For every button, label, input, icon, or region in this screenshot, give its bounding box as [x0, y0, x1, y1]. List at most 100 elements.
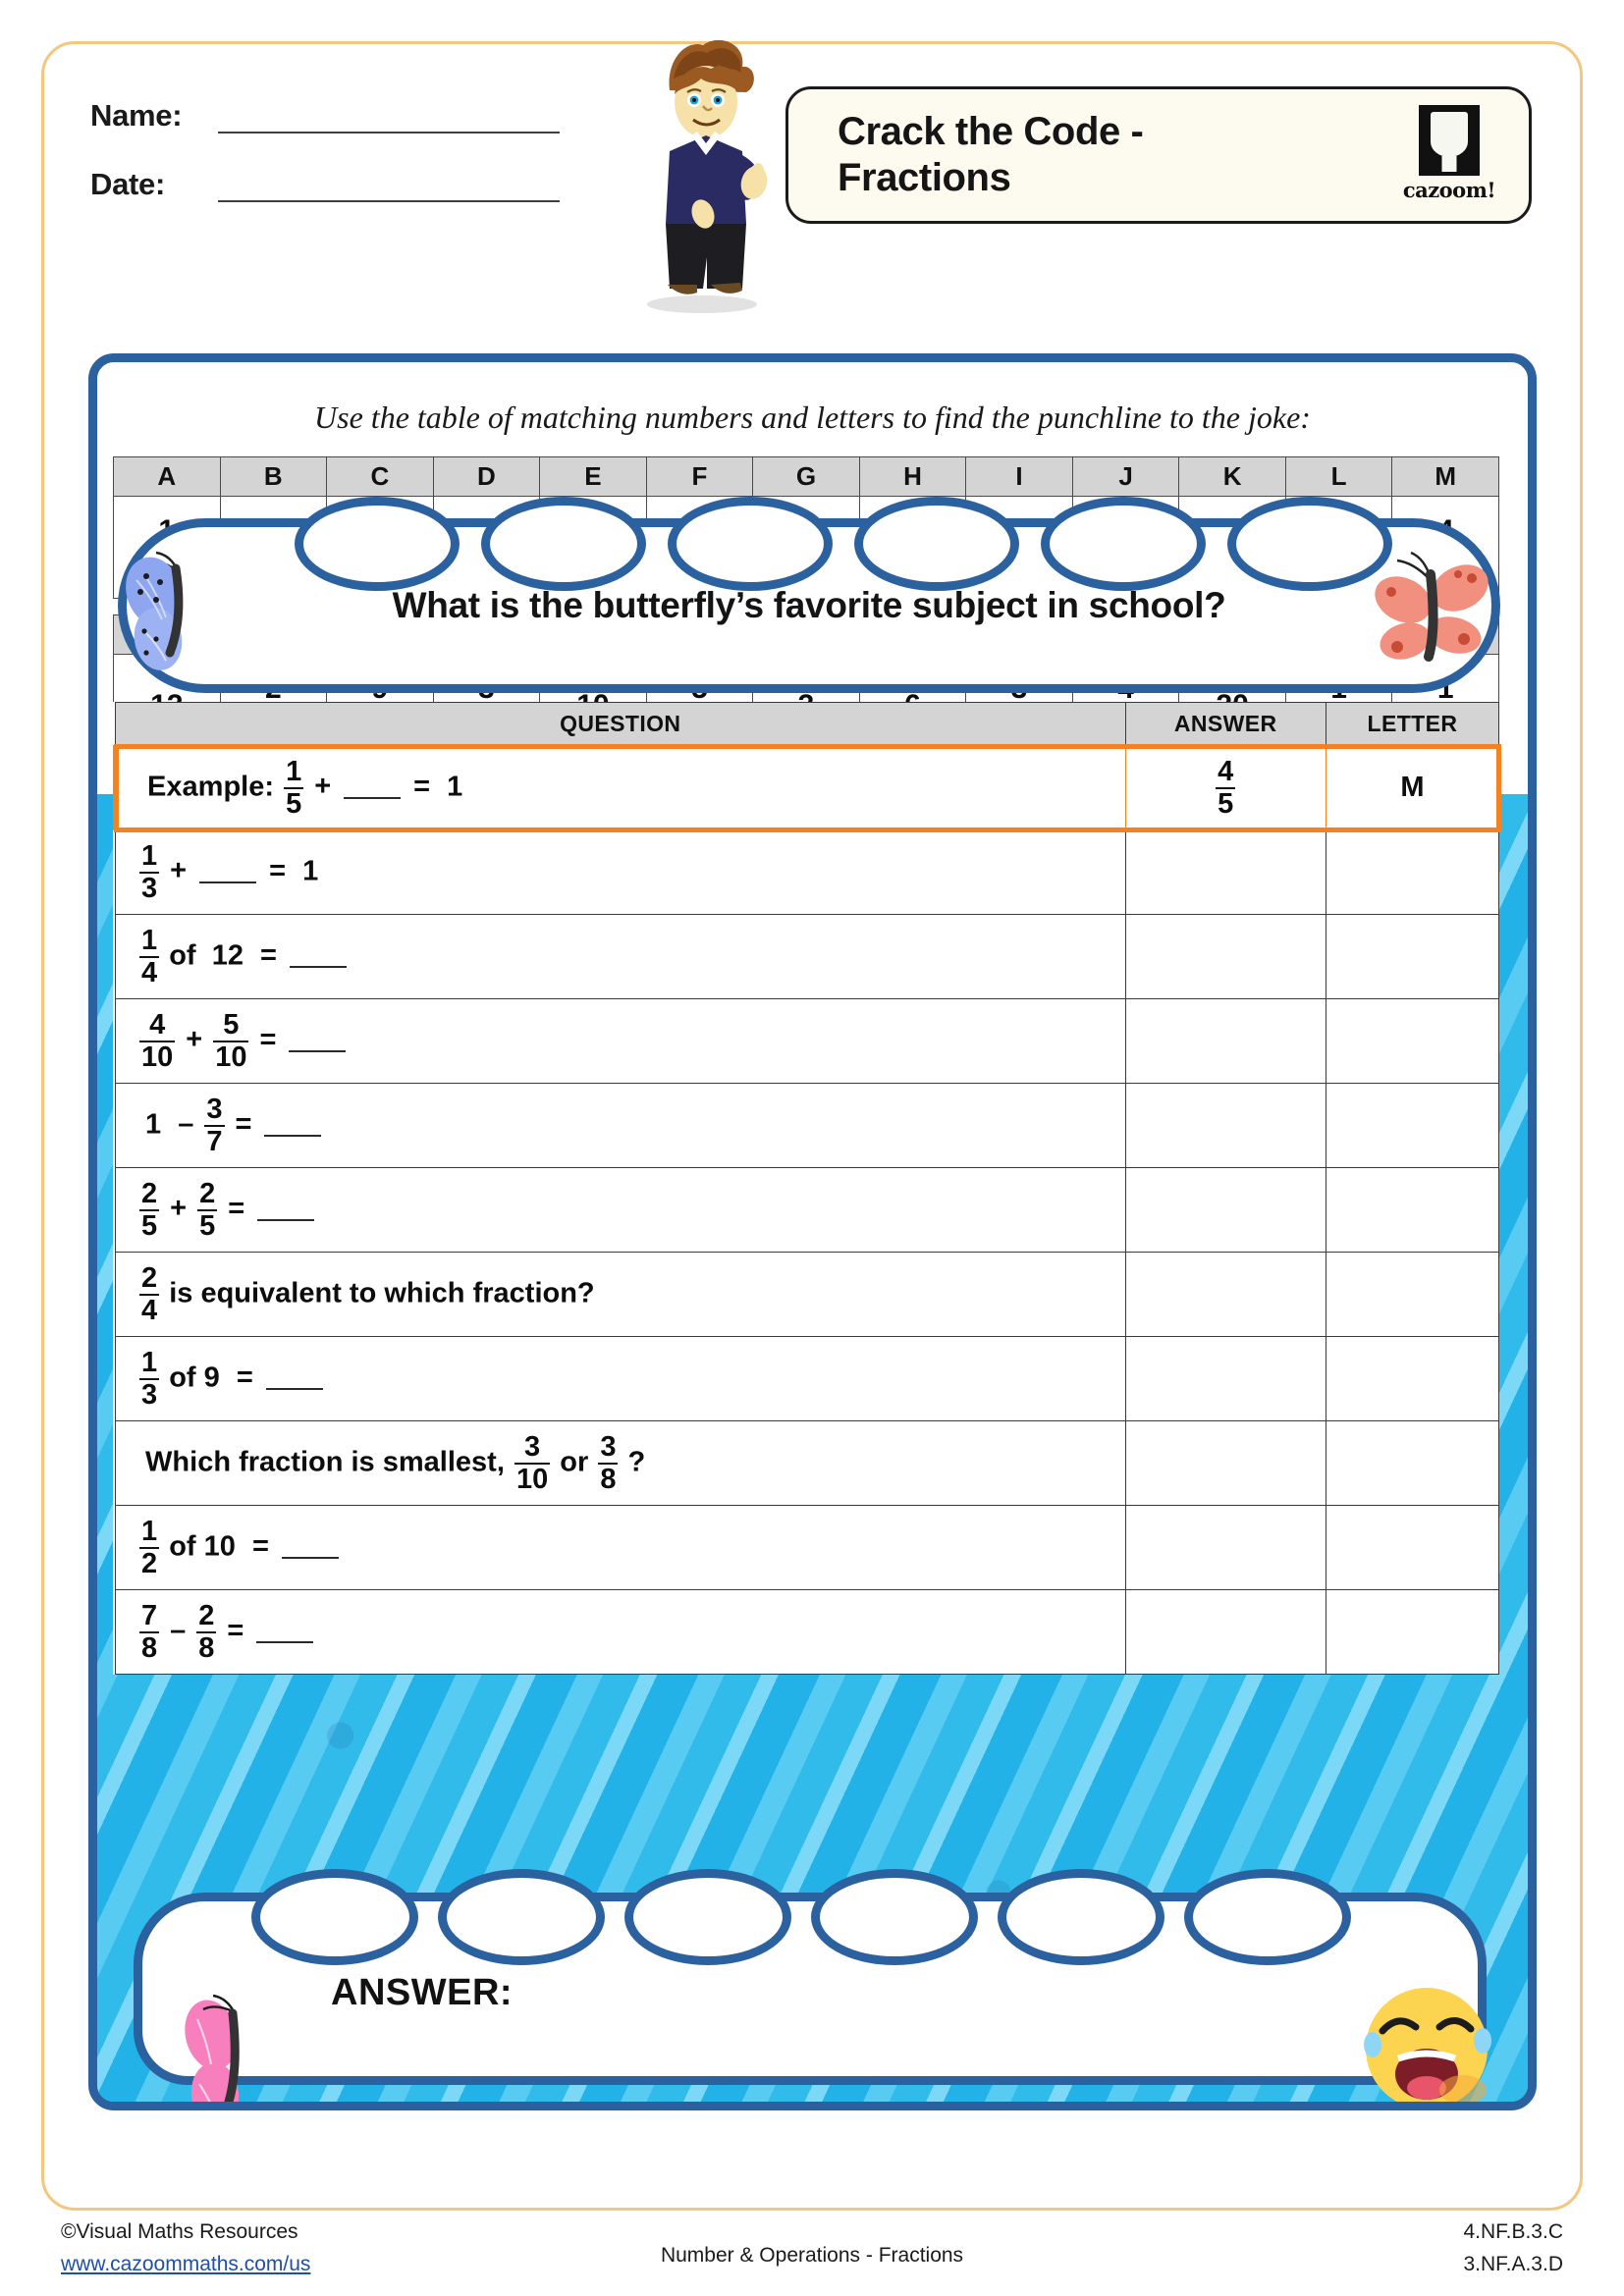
letter-cell[interactable] — [1325, 1083, 1500, 1168]
title-plate: Crack the Code - Fractions cazoom! — [785, 86, 1532, 224]
numerator: 2 — [198, 1599, 215, 1631]
answer-blank[interactable] — [256, 1622, 314, 1644]
operator: = — [251, 1530, 269, 1563]
joke-bubble: What is the butterfly’s favorite subject… — [127, 506, 1491, 684]
numerator: 7 — [141, 1599, 158, 1631]
question-table: QUESTION ANSWER LETTER Example: 1 5 + = 1 4… — [113, 702, 1501, 1675]
letter-cell[interactable] — [1325, 829, 1500, 915]
answer-cell[interactable] — [1124, 1167, 1326, 1253]
worksheet-header: Name: Date: — [0, 0, 1624, 324]
answer-blank[interactable] — [264, 1115, 322, 1138]
letter-cell[interactable] — [1325, 1505, 1500, 1590]
operator: = — [259, 1024, 277, 1056]
numerator: 2 — [141, 1177, 158, 1209]
footer-subject: Number & Operations - Fractions — [660, 2244, 964, 2267]
cazoom-wordmark: cazoom! — [1402, 178, 1496, 202]
numerator: 2 — [199, 1177, 216, 1209]
letter-cell[interactable] — [1325, 1420, 1500, 1506]
date-input-line[interactable] — [218, 173, 560, 202]
question-cell: 7 8–2 8 = — [115, 1589, 1126, 1675]
answer-cell[interactable] — [1124, 1083, 1326, 1168]
answer-blank[interactable] — [289, 946, 347, 969]
letter-cell[interactable] — [1325, 914, 1500, 999]
question-text: of 9 — [161, 1362, 228, 1394]
standard-2: 3.NF.A.3.D — [1463, 2252, 1563, 2275]
operator: – — [170, 1615, 187, 1647]
numerator: 5 — [223, 1008, 240, 1041]
letter-cell[interactable] — [1325, 1167, 1500, 1253]
website-link[interactable]: www.cazoommaths.com/us — [61, 2252, 311, 2275]
denominator: 4 — [139, 1293, 160, 1326]
laughing-emoji-icon — [1364, 1988, 1491, 2102]
table-row: 1 3 + = 1 — [115, 829, 1500, 915]
denominator: 2 — [139, 1546, 160, 1579]
question-cell: Example: 1 5 + = 1 — [113, 745, 1126, 830]
code-letter-G: G — [752, 456, 860, 497]
answer-cell[interactable] — [1124, 914, 1326, 999]
worksheet-footer: ©Visual Maths Resources www.cazoommaths.… — [0, 2216, 1624, 2295]
numerator: 3 — [600, 1430, 617, 1463]
cazoom-cup-icon — [1419, 105, 1480, 176]
code-letter-K: K — [1178, 456, 1286, 497]
answer-cell[interactable] — [1124, 1505, 1326, 1590]
answer-blank[interactable] — [199, 862, 257, 884]
question-cell: 1 –3 7 = — [115, 1083, 1126, 1168]
letter-cell[interactable] — [1325, 1252, 1500, 1337]
cazoom-logo: cazoom! — [1395, 105, 1503, 211]
answer-cell[interactable] — [1124, 1336, 1326, 1421]
col-header-letter: LETTER — [1325, 702, 1500, 746]
operator: = — [235, 1108, 252, 1141]
answer-cell[interactable] — [1124, 1252, 1326, 1337]
operator: = — [236, 1362, 253, 1394]
operator: + — [314, 771, 332, 803]
letter-cell[interactable] — [1325, 998, 1500, 1084]
table-row: 7 8–2 8 = — [115, 1589, 1500, 1675]
col-header-question: QUESTION — [115, 702, 1126, 746]
instruction-text: Use the table of matching numbers and le… — [314, 400, 1311, 435]
denominator: 8 — [598, 1462, 619, 1495]
answer-blank[interactable] — [257, 1200, 315, 1222]
page-title: Crack the Code - Fractions — [838, 109, 1144, 199]
denominator: 4 — [139, 955, 160, 988]
name-input-line[interactable] — [218, 104, 560, 133]
denominator: 8 — [196, 1630, 217, 1664]
date-field-row: Date: — [90, 167, 560, 202]
letter-cell[interactable] — [1325, 1589, 1500, 1675]
numerator: 1 — [141, 1515, 158, 1547]
answer-blank[interactable] — [281, 1537, 339, 1560]
answer-bubble[interactable]: ANSWER: — [142, 1878, 1478, 2076]
answer-cell[interactable] — [1124, 829, 1326, 915]
answer-blank[interactable] — [265, 1368, 323, 1391]
answer-blank[interactable] — [289, 1031, 347, 1053]
answer-cell[interactable] — [1124, 1420, 1326, 1506]
question-text: or — [552, 1446, 597, 1478]
letter-cell[interactable]: M — [1325, 745, 1500, 830]
question-text: 1 — [439, 771, 471, 803]
operator: = — [413, 771, 431, 803]
answer-cell[interactable] — [1124, 1589, 1326, 1675]
question-text: 1 — [295, 855, 327, 887]
standard-1: 4.NF.B.3.C — [1463, 2220, 1563, 2243]
question-text: of — [161, 939, 204, 972]
answer-blank[interactable] — [344, 777, 402, 800]
code-letter-J: J — [1071, 456, 1180, 497]
footer-left: ©Visual Maths Resources www.cazoommaths.… — [61, 2216, 310, 2280]
answer-cell[interactable] — [1124, 998, 1326, 1084]
operator: + — [186, 1024, 203, 1056]
letter-cell[interactable] — [1325, 1336, 1500, 1421]
